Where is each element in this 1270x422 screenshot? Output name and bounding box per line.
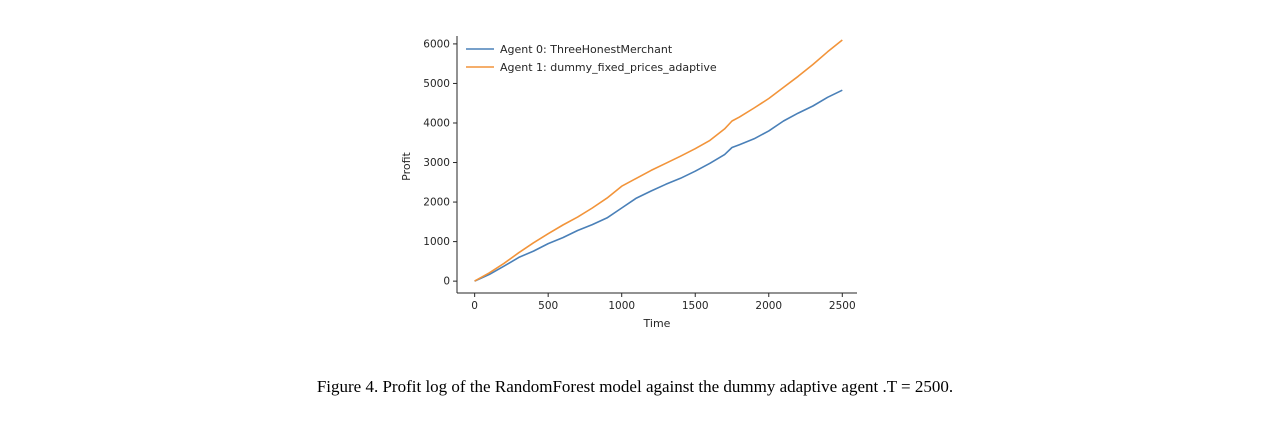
y-tick-label: 6000 — [423, 38, 450, 50]
y-tick-label: 5000 — [423, 78, 450, 90]
x-axis-label: Time — [643, 317, 671, 330]
chart-series — [474, 39, 843, 282]
series-line-agent-1 — [474, 39, 843, 282]
y-tick-label: 4000 — [423, 117, 450, 129]
series-line-agent-0 — [474, 89, 843, 282]
x-tick-label: 1000 — [608, 300, 635, 312]
x-tick-label: 2000 — [755, 300, 782, 312]
y-tick-label: 3000 — [423, 157, 450, 169]
x-tick-label: 1500 — [682, 300, 709, 312]
y-axis-label: Profit — [400, 151, 413, 180]
legend-label-agent-1: Agent 1: dummy_fixed_prices_adaptive — [500, 61, 717, 74]
chart-axes: 0 500 1000 1500 2000 2500 0 1000 2000 3000 4000 500… — [423, 36, 857, 312]
x-tick-label: 2500 — [829, 300, 856, 312]
y-tick-label: 2000 — [423, 197, 450, 209]
x-tick-label: 0 — [471, 300, 478, 312]
x-tick-label: 500 — [538, 300, 558, 312]
figure-caption: Figure 4. Profit log of the RandomForest… — [316, 377, 954, 396]
chart-legend: Agent 0: ThreeHonestMerchant Agent 1: dum… — [466, 43, 717, 74]
legend-label-agent-0: Agent 0: ThreeHonestMerchant — [500, 43, 673, 56]
y-tick-label: 0 — [443, 276, 450, 288]
y-tick-label: 1000 — [423, 236, 450, 248]
